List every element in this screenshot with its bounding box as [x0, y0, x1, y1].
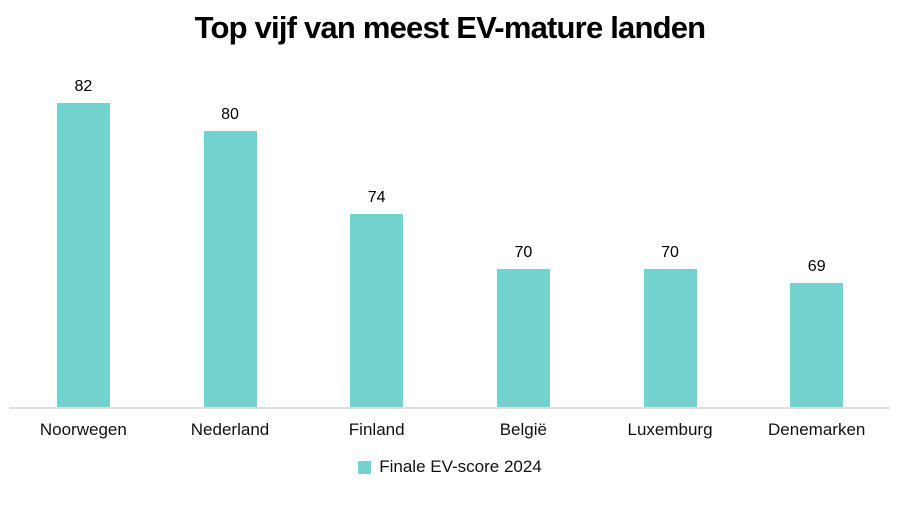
legend-swatch-icon — [358, 460, 372, 474]
bar-column: 70 — [597, 245, 744, 407]
bar — [350, 213, 404, 407]
x-axis-labels: Noorwegen Nederland Finland België Luxemburg… — [10, 409, 890, 440]
bar — [643, 269, 697, 407]
x-axis-label: Denemarken — [768, 420, 866, 439]
bar-value-label: 70 — [514, 244, 533, 261]
bar — [496, 269, 550, 407]
x-axis-label: Luxemburg — [627, 420, 713, 439]
x-axis-label: Nederland — [190, 420, 270, 439]
x-axis-label: Finland — [348, 420, 405, 439]
bar-column: 82 — [10, 79, 157, 407]
legend-label: Finale EV-score 2024 — [379, 457, 542, 476]
bar-value-label: 70 — [661, 244, 679, 261]
bar — [56, 103, 110, 407]
bar-column: 70 — [450, 245, 597, 407]
bar-value-label: 80 — [221, 106, 239, 123]
bar-value-label: 82 — [74, 78, 93, 96]
bar — [203, 131, 257, 407]
bar-column: 74 — [303, 188, 450, 407]
plot-area: 82 80 74 70 70 69 — [10, 45, 890, 409]
bar-column: 69 — [743, 257, 890, 407]
x-axis-label: Noorwegen — [39, 420, 127, 439]
bar-value-label: 74 — [367, 188, 386, 206]
chart-title: Top vijf van meest EV-mature landen — [194, 10, 706, 45]
bar — [790, 282, 844, 407]
legend: Finale EV-score 2024 — [0, 457, 900, 477]
bar-value-label: 69 — [807, 257, 826, 275]
x-axis-label: België — [499, 420, 547, 439]
bar-column: 80 — [157, 107, 304, 407]
